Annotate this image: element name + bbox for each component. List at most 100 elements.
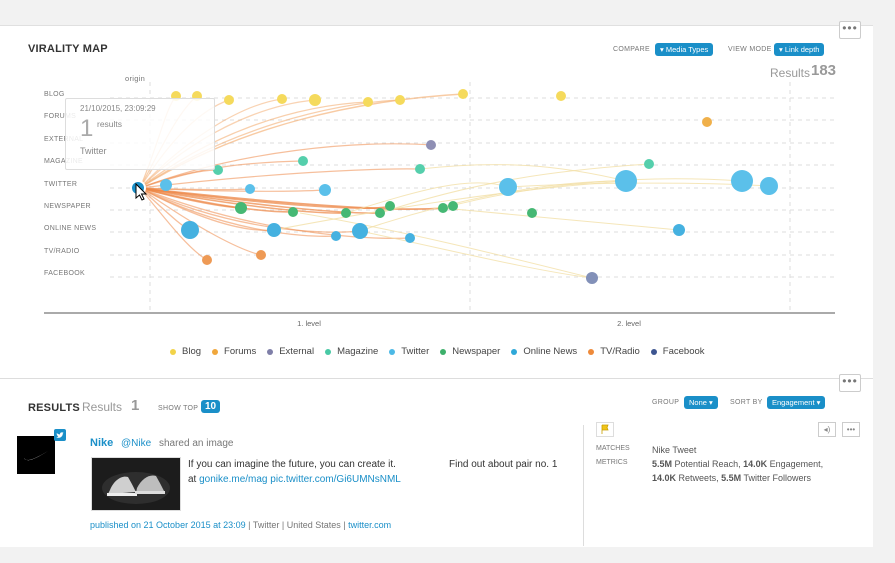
metrics-line2: 14.0K Retweets, 5.5M Twitter Followers: [652, 473, 811, 483]
link-path: [139, 187, 381, 214]
legend-item-forums[interactable]: Forums: [212, 346, 256, 357]
node-facebook: [586, 272, 598, 284]
separator: |: [248, 520, 251, 530]
sneaker-image: [92, 458, 180, 510]
virality-more-button[interactable]: •••: [839, 21, 861, 39]
node-twitter: [319, 184, 331, 196]
post-domain-link[interactable]: twitter.com: [348, 520, 392, 530]
compare-dropdown[interactable]: ▾ Media Types: [655, 43, 714, 56]
metric-engagement-value: 14.0K: [743, 459, 768, 469]
legend-dot: [267, 348, 274, 355]
group-label: GROUP: [652, 399, 680, 406]
tooltip-count: 1: [80, 115, 94, 142]
results-more-button[interactable]: •••: [839, 374, 861, 392]
legend-label: Twitter: [401, 346, 430, 357]
virality-map-panel: [0, 25, 873, 378]
node-online-news: [267, 223, 281, 237]
node-online-news: [405, 233, 415, 243]
node-newspaper: [448, 201, 458, 211]
node-newspaper: [288, 207, 298, 217]
post-published-link[interactable]: published on 21 October 2015 at 23:09: [90, 520, 246, 530]
row-label-tv-radio: TV/RADIO: [44, 248, 80, 255]
link-path: [139, 187, 411, 240]
twitter-badge-icon: [54, 429, 66, 441]
legend-dot: [170, 348, 176, 355]
result-options-button[interactable]: •••: [842, 422, 860, 437]
tooltip-count-label: results: [97, 119, 123, 129]
node-magazine: [644, 159, 654, 169]
link-path: [139, 160, 304, 189]
post-country: United States: [286, 520, 341, 530]
legend-dot: [212, 348, 219, 355]
legend-item-magazine[interactable]: Magazine: [325, 346, 378, 357]
group-dropdown[interactable]: None ▾: [684, 396, 718, 409]
node-tv-radio: [202, 255, 212, 265]
legend-item-online-news[interactable]: Online News: [511, 346, 577, 357]
metric-engagement-label: Engagement,: [769, 459, 824, 469]
node-tooltip: 21/10/2015, 23:09:29 1 results Twitter: [65, 98, 215, 170]
flag-button[interactable]: [596, 422, 614, 437]
legend-dot: [440, 348, 447, 355]
node-twitter: [731, 170, 753, 192]
node-blog: [458, 89, 468, 99]
viewmode-label: VIEW MODE: [728, 46, 772, 53]
post-at-text: at: [188, 474, 197, 485]
metrics-label: METRICS: [596, 459, 628, 466]
node-magazine: [415, 164, 425, 174]
nike-avatar[interactable]: [17, 436, 55, 474]
link-path: [139, 168, 421, 189]
legend-item-external[interactable]: External: [267, 346, 314, 357]
post-link-pic[interactable]: pic.twitter.com/Gi6UMNsNML: [270, 474, 401, 485]
node-newspaper: [341, 208, 351, 218]
level-1-label: 1. level: [297, 319, 321, 328]
legend-label: Facebook: [662, 346, 705, 357]
node-newspaper: [375, 208, 385, 218]
link-path: [139, 187, 444, 210]
link-path: [419, 164, 627, 182]
legend-item-newspaper[interactable]: Newspaper: [440, 346, 500, 357]
legend-dot: [325, 348, 332, 355]
link-paths: [139, 93, 770, 279]
separator: |: [343, 520, 346, 530]
matches-label: MATCHES: [596, 445, 630, 452]
legend-item-blog[interactable]: Blog: [170, 346, 201, 357]
node-blog: [309, 94, 321, 106]
post-link-gonike[interactable]: gonike.me/mag: [199, 474, 268, 485]
results-count: 1: [131, 397, 140, 414]
link-path: [442, 207, 680, 231]
link-path: [345, 182, 509, 214]
legend-item-facebook[interactable]: Facebook: [650, 346, 705, 357]
link-path: [139, 143, 432, 189]
legend-label: Newspaper: [452, 346, 501, 357]
sort-by-dropdown[interactable]: Engagement ▾: [767, 396, 826, 409]
legend-item-twitter[interactable]: Twitter: [389, 346, 429, 357]
post-image-thumbnail[interactable]: [91, 457, 181, 511]
post-action: shared an image: [158, 438, 234, 449]
virality-results-label: Results: [770, 66, 811, 80]
node-blog: [556, 91, 566, 101]
node-magazine: [213, 165, 223, 175]
tooltip-name: Twitter: [80, 146, 107, 156]
link-path: [139, 187, 337, 237]
legend-label: Online News: [523, 346, 578, 357]
node-twitter: [245, 184, 255, 194]
legend-item-tv-radio[interactable]: TV/Radio: [588, 346, 640, 357]
metric-followers-label: Twitter Followers: [743, 473, 811, 483]
post-text-line2: at gonike.me/mag pic.twitter.com/Gi6UMNs…: [188, 474, 401, 485]
legend-label: Blog: [182, 346, 202, 357]
speaker-icon: ◂): [823, 425, 831, 434]
show-top-value[interactable]: 10: [201, 400, 221, 413]
viewmode-dropdown[interactable]: ▾ Link depth: [774, 43, 825, 56]
post-author-link[interactable]: Nike: [90, 437, 114, 449]
node-tv-radio: [256, 250, 266, 260]
nike-swoosh-icon: [24, 451, 48, 461]
chart-legend: Blog Forums External Magazine Twitter Ne…: [170, 346, 716, 357]
row-label-online-news: ONLINE NEWS: [44, 225, 97, 232]
flag-icon: [601, 424, 609, 434]
legend-dot: [588, 348, 595, 355]
link-path: [139, 187, 294, 213]
level-2-label: 2. level: [617, 319, 641, 328]
share-button[interactable]: ◂): [818, 422, 836, 437]
link-path: [139, 187, 262, 256]
post-handle-link[interactable]: @Nike: [121, 438, 152, 449]
